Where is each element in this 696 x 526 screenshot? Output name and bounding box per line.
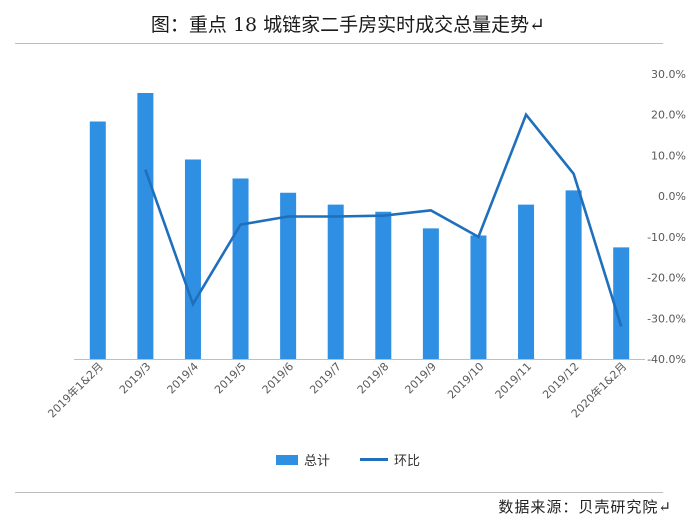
x-tick-label: 2019/10 [445, 360, 487, 402]
bar-1 [89, 121, 106, 359]
x-tick-label: 2019/7 [307, 360, 344, 397]
x-tick-label: 2019/11 [493, 360, 535, 402]
legend-bar-label: 总计 [303, 454, 330, 469]
x-tick-label: 2019/8 [355, 360, 392, 397]
x-tick-label: 2019/9 [402, 360, 439, 397]
x-tick-label: 2019/12 [540, 360, 582, 402]
right-tick-label: -30.0% [647, 312, 686, 325]
bar-6 [327, 204, 344, 359]
top-rule [15, 43, 663, 44]
bar-8 [422, 228, 439, 359]
bar-12 [613, 247, 630, 359]
bottom-rule [15, 492, 663, 493]
legend-line-swatch [360, 458, 388, 461]
right-axis-ticks: 30.0% 20.0% 10.0% 0.0% -10.0% -20.0% -30.0% -40… [647, 68, 686, 366]
x-axis-ticks: 2019年1&2月 2019/3 2019/4 2019/5 2019/6 2019/7 2… [45, 359, 630, 420]
legend-bar-swatch [275, 454, 298, 465]
bar-5 [280, 192, 297, 359]
bar-9 [470, 235, 487, 359]
right-tick-label: 0.0% [658, 190, 686, 203]
source-note: 数据来源：贝壳研究院↵ [498, 498, 672, 516]
bar-2 [137, 93, 154, 359]
legend-line-label: 环比 [394, 454, 421, 469]
chart-title: 图：重点 18 城链家二手房实时成交总量走势↵ [150, 14, 546, 36]
right-tick-label: -20.0% [647, 272, 686, 285]
right-tick-label: -10.0% [647, 231, 686, 244]
right-tick-label: -40.0% [647, 353, 686, 366]
bar-3 [184, 159, 201, 359]
right-tick-label: 10.0% [651, 149, 686, 162]
right-tick-label: 30.0% [651, 68, 686, 81]
right-tick-label: 20.0% [651, 109, 686, 122]
x-tick-label: 2019年1&2月 [45, 359, 106, 420]
bar-series [89, 93, 630, 359]
x-tick-label: 2019/5 [212, 360, 249, 397]
legend-item-line: 环比 [360, 450, 420, 469]
bar-7 [375, 211, 392, 359]
x-tick-label: 2019/3 [117, 360, 154, 397]
bar-4 [232, 178, 249, 359]
bar-10 [518, 204, 535, 359]
legend: 总计 环比 [0, 450, 696, 469]
x-tick-label: 2019/4 [165, 360, 202, 397]
legend-item-bar: 总计 [275, 450, 330, 469]
x-tick-label: 2019/6 [260, 360, 297, 397]
bar-11 [565, 190, 582, 359]
line-path [144, 112, 623, 327]
line-series [144, 112, 623, 327]
